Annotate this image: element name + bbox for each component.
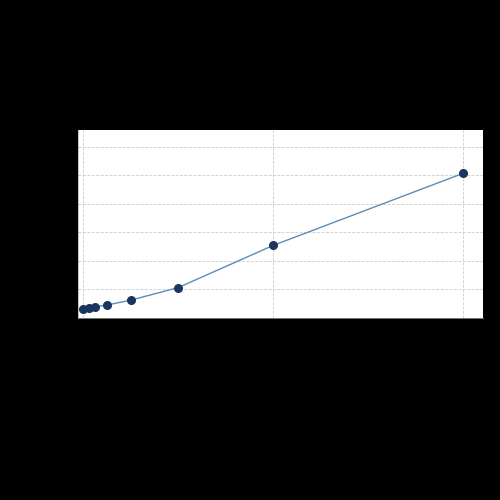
- Point: [126, 296, 134, 304]
- Point: [91, 303, 99, 311]
- Point: [79, 305, 87, 313]
- Point: [85, 304, 93, 312]
- Point: [103, 301, 111, 309]
- Y-axis label: OD: OD: [42, 215, 52, 232]
- X-axis label: Human Roundabout homolog 4
Concentration (ng/ml): Human Roundabout homolog 4 Concentration…: [204, 337, 356, 359]
- Point: [460, 169, 468, 177]
- Point: [270, 242, 278, 250]
- Point: [174, 284, 182, 292]
